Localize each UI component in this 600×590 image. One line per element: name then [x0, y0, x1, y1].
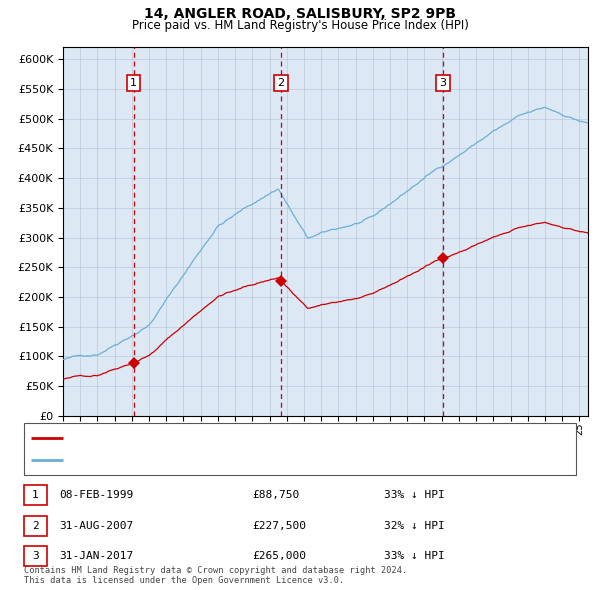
Text: HPI: Average price, detached house, Wiltshire: HPI: Average price, detached house, Wilt…: [70, 455, 352, 466]
Text: 31-AUG-2007: 31-AUG-2007: [59, 521, 133, 530]
Text: 3: 3: [32, 552, 39, 561]
Text: £265,000: £265,000: [252, 552, 306, 561]
Text: 14, ANGLER ROAD, SALISBURY, SP2 9PB (detached house): 14, ANGLER ROAD, SALISBURY, SP2 9PB (det…: [70, 432, 395, 442]
Text: £88,750: £88,750: [252, 490, 299, 500]
Text: 33% ↓ HPI: 33% ↓ HPI: [384, 490, 445, 500]
Text: 31-JAN-2017: 31-JAN-2017: [59, 552, 133, 561]
Text: 1: 1: [130, 78, 137, 88]
Text: 32% ↓ HPI: 32% ↓ HPI: [384, 521, 445, 530]
Text: 2: 2: [278, 78, 284, 88]
Text: Price paid vs. HM Land Registry's House Price Index (HPI): Price paid vs. HM Land Registry's House …: [131, 19, 469, 32]
Text: 33% ↓ HPI: 33% ↓ HPI: [384, 552, 445, 561]
Text: 2: 2: [32, 521, 39, 530]
Text: 14, ANGLER ROAD, SALISBURY, SP2 9PB: 14, ANGLER ROAD, SALISBURY, SP2 9PB: [144, 7, 456, 21]
Text: 1: 1: [32, 490, 39, 500]
Text: £227,500: £227,500: [252, 521, 306, 530]
Text: 3: 3: [440, 78, 446, 88]
Text: Contains HM Land Registry data © Crown copyright and database right 2024.
This d: Contains HM Land Registry data © Crown c…: [24, 566, 407, 585]
Text: 08-FEB-1999: 08-FEB-1999: [59, 490, 133, 500]
